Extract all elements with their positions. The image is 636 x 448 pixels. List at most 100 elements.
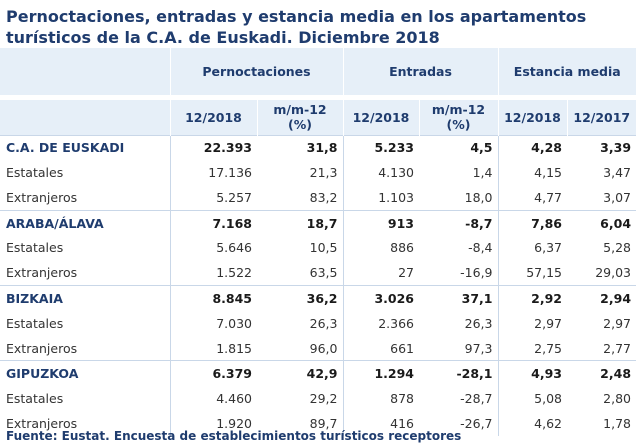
cell-value: 2,80 — [603, 390, 632, 406]
cell-value: 1.294 — [342, 360, 419, 386]
cell-value: -28,1 — [456, 366, 493, 382]
cell-value: 1.920 — [169, 411, 257, 437]
table-row: Extranjeros 1.920 89,7 416 -26,7 4,62 1,78 — [0, 411, 636, 437]
cell-value: 5.646 — [169, 235, 257, 261]
region-row: GIPUZKOA 6.379 42,9 1.294 -28,1 4,93 2,48 — [0, 360, 636, 386]
row-label: Extranjeros — [6, 189, 78, 205]
cell-value: 89,7 — [309, 416, 338, 432]
table-row: Extranjeros 1.815 96,0 661 97,3 2,75 2,77 — [0, 335, 636, 361]
header-sub-1: 12/2018 — [169, 100, 257, 135]
cell-value: 63,5 — [309, 265, 338, 281]
header-sub-5: 12/2018 — [497, 100, 567, 135]
region-row: BIZKAIA 8.845 36,2 3.026 37,1 2,92 2,94 — [0, 285, 636, 311]
table-row: Estatales 7.030 26,3 2.366 26,3 2,97 2,97 — [0, 310, 636, 336]
cell-value: 2,97 — [603, 315, 632, 331]
header-sub-6: 12/2017 — [566, 100, 636, 135]
cell-value: 2,48 — [600, 366, 632, 382]
cell-value: -8,7 — [465, 215, 493, 231]
row-label: Estatales — [6, 390, 64, 406]
cell-value: 4,62 — [497, 411, 567, 437]
row-label: BIZKAIA — [6, 290, 63, 306]
cell-value: 7.168 — [169, 210, 257, 236]
cell-value: 6.379 — [169, 360, 257, 386]
cell-value: 22.393 — [169, 135, 257, 161]
cell-value: 36,2 — [306, 290, 338, 306]
cell-value: 5.257 — [169, 185, 257, 211]
cell-value: 2,75 — [497, 335, 567, 361]
cell-value: -8,4 — [468, 240, 493, 256]
row-label: Extranjeros — [6, 340, 78, 356]
cell-value: 4,93 — [497, 360, 567, 386]
header-corner — [0, 48, 170, 95]
cell-value: 27 — [342, 260, 419, 286]
row-label: Estatales — [6, 315, 64, 331]
data-table: Pernoctaciones Entradas Estancia media 1… — [0, 48, 636, 437]
cell-value: 4,15 — [497, 160, 567, 186]
row-label: ARABA/ÁLAVA — [6, 215, 104, 231]
table-row: Estatales 17.136 21,3 4.130 1,4 4,15 3,47 — [0, 160, 636, 186]
cell-value: 1,4 — [472, 165, 493, 181]
cell-value: 1.815 — [169, 335, 257, 361]
row-label: C.A. DE EUSKADI — [6, 140, 125, 156]
source-note: Fuente: Eustat. Encuesta de establecimie… — [6, 429, 462, 443]
cell-value: 5,08 — [497, 385, 567, 412]
cell-value: 8.845 — [169, 285, 257, 311]
cell-value: 6,04 — [600, 215, 632, 231]
region-row: C.A. DE EUSKADI 22.393 31,8 5.233 4,5 4,28 3,3… — [0, 135, 636, 161]
cell-value: 3,39 — [600, 140, 632, 156]
row-label: GIPUZKOA — [6, 366, 79, 382]
cell-value: 7.030 — [169, 310, 257, 336]
cell-value: 7,86 — [497, 210, 567, 236]
cell-value: 416 — [342, 411, 419, 437]
cell-value: 17.136 — [169, 160, 257, 186]
header-sub-4: m/m-12 (%) — [418, 100, 498, 135]
cell-value: 10,5 — [309, 240, 338, 256]
row-label: Estatales — [6, 165, 64, 181]
cell-value: 4.130 — [342, 160, 419, 186]
cell-value: 2,92 — [497, 285, 567, 311]
cell-value: 3,07 — [603, 189, 632, 205]
header-sub-2: m/m-12 (%) — [256, 100, 343, 135]
cell-value: 1.103 — [342, 185, 419, 211]
cell-value: 661 — [342, 335, 419, 361]
row-label: Estatales — [6, 240, 64, 256]
cell-value: 4,77 — [497, 185, 567, 211]
table-row: Estatales 5.646 10,5 886 -8,4 6,37 5,28 — [0, 235, 636, 261]
cell-value: 29,03 — [595, 265, 632, 281]
cell-value: 1,78 — [603, 416, 632, 432]
cell-value: 2.366 — [342, 310, 419, 336]
cell-value: 29,2 — [309, 390, 338, 406]
cell-value: 83,2 — [309, 189, 338, 205]
cell-value: 2,77 — [603, 340, 632, 356]
cell-value: 2,97 — [497, 310, 567, 336]
cell-value: 31,8 — [306, 140, 338, 156]
cell-value: 5,28 — [603, 240, 632, 256]
cell-value: 97,3 — [464, 340, 493, 356]
header-pernoctaciones: Pernoctaciones — [169, 48, 343, 95]
header-sub-row: 12/2018 m/m-12 (%) 12/2018 m/m-12 (%) 12… — [0, 100, 636, 135]
cell-value: 57,15 — [497, 260, 567, 286]
cell-value: 18,7 — [306, 215, 338, 231]
cell-value: 878 — [342, 385, 419, 412]
row-label: Extranjeros — [6, 416, 78, 432]
cell-value: 6,37 — [497, 235, 567, 261]
table-row: Extranjeros 5.257 83,2 1.103 18,0 4,77 3,07 — [0, 185, 636, 211]
cell-value: 886 — [342, 235, 419, 261]
region-row: ARABA/ÁLAVA 7.168 18,7 913 -8,7 7,86 6,04 — [0, 210, 636, 236]
row-label: Extranjeros — [6, 265, 78, 281]
cell-value: 1.522 — [169, 260, 257, 286]
cell-value: -26,7 — [460, 416, 493, 432]
cell-value: 26,3 — [464, 315, 493, 331]
table-title: Pernoctaciones, entradas y estancia medi… — [6, 7, 587, 47]
cell-value: 42,9 — [306, 366, 338, 382]
cell-value: 4.460 — [169, 385, 257, 412]
header-sub-3: 12/2018 — [342, 100, 419, 135]
cell-value: 5.233 — [342, 135, 419, 161]
cell-value: 913 — [342, 210, 419, 236]
cell-value: 2,94 — [600, 290, 632, 306]
cell-value: 96,0 — [309, 340, 338, 356]
header-corner-sub — [0, 100, 170, 135]
cell-value: 4,28 — [497, 135, 567, 161]
cell-value: 37,1 — [461, 290, 493, 306]
cell-value: -16,9 — [460, 265, 493, 281]
